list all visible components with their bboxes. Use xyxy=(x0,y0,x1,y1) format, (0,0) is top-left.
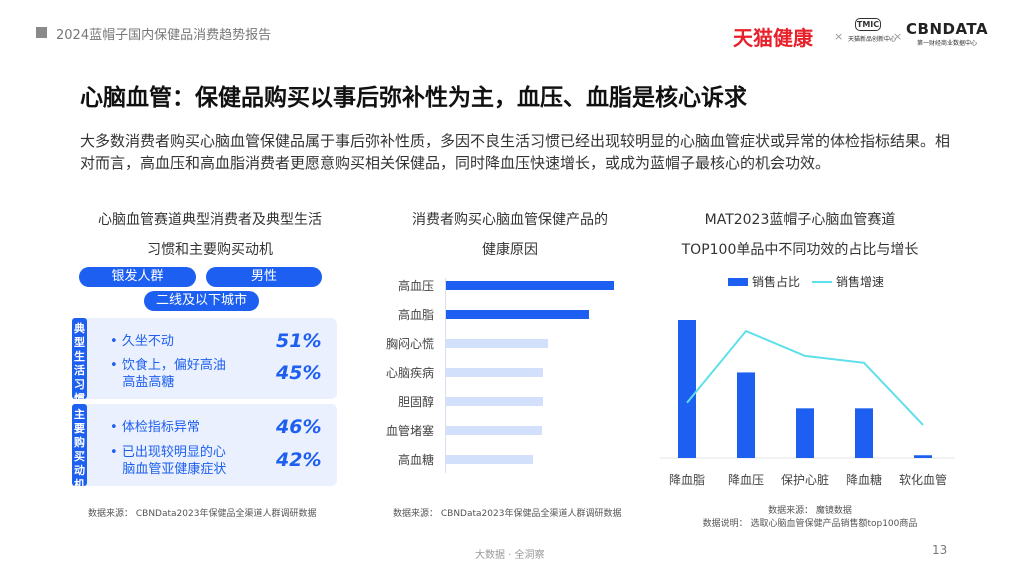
tag-elderly: 银发人群 xyxy=(79,267,196,287)
bar-label: 血管堵塞 xyxy=(385,424,434,438)
x-tick-label: 降血糖 xyxy=(846,472,882,487)
bar xyxy=(446,310,589,319)
legend-label: 销售增速 xyxy=(836,275,885,289)
habits-label: 典型生活习惯 xyxy=(72,318,87,405)
bar xyxy=(446,281,614,290)
habit-pct: 45% xyxy=(276,362,322,384)
x-tick-label: 保护心脏 xyxy=(781,472,829,487)
legend-line-swatch xyxy=(812,280,833,283)
legend-label: 销售占比 xyxy=(752,275,801,289)
bar xyxy=(855,408,873,458)
tag-city: 二线及以下城市 xyxy=(144,291,259,311)
header-marker xyxy=(36,27,47,38)
separator: × xyxy=(834,30,844,43)
growth-line xyxy=(686,329,924,426)
bar xyxy=(446,455,534,464)
functions-chart-title: MAT2023蓝帽子心脑血管赛道 TOP100单品中不同功效的占比与增长 xyxy=(681,212,919,258)
reasons-chart: 高血压高血脂胸闷心慌心脑疾病胆固醇血管堵塞高血糖 xyxy=(370,270,650,473)
x-tick-label: 降血脂 xyxy=(669,472,705,487)
bar xyxy=(446,368,544,377)
bar xyxy=(446,397,544,406)
cbndata-logo: CBNDATA 第一财经商业数据中心 xyxy=(906,20,989,47)
left-source: 数据来源： CBNData2023年保健品全渠道人群调研数据 xyxy=(88,509,317,519)
bar xyxy=(914,455,932,458)
reasons-source: 数据来源： CBNData2023年保健品全渠道人群调研数据 xyxy=(393,509,622,519)
x-tick-label: 降血压 xyxy=(728,473,764,487)
bar xyxy=(737,372,755,458)
habits-panel xyxy=(72,318,337,399)
bar-label: 高血脂 xyxy=(397,308,434,322)
reasons-chart-title: 消费者购买心脑血管保健产品的 健康原因 xyxy=(412,212,608,258)
bar-label: 高血糖 xyxy=(397,453,434,467)
motive-item: • 体检指标异常 xyxy=(110,420,200,435)
x-tick-label: 软化血管 xyxy=(899,472,947,487)
report-title: 2024蓝帽子国内保健品消费趋势报告 xyxy=(56,28,272,43)
footer-text: 大数据 · 全洞察 xyxy=(475,550,545,561)
motives-panel xyxy=(72,404,337,486)
page-number: 13 xyxy=(932,543,948,557)
bar xyxy=(446,426,542,435)
bar-label: 胸闷心慌 xyxy=(385,337,434,351)
left-title: 心脑血管赛道典型消费者及典型生活 习惯和主要购买动机 xyxy=(98,212,322,258)
motive-pct: 46% xyxy=(276,416,322,438)
tag-male: 男性 xyxy=(206,267,322,287)
bar-label: 心脑疾病 xyxy=(385,366,434,380)
intro-text: 大多数消费者购买心脑血管保健品属于事后弥补性质，多因不良生活习惯已经出现较明显的… xyxy=(80,132,951,172)
legend-bar-swatch xyxy=(728,277,748,286)
motive-item: • 已出现较明显的心 脑血管亚健康症状 xyxy=(110,445,227,477)
tmall-health-logo: 天猫健康 xyxy=(733,26,813,50)
habit-item: • 饮食上，偏好高油 高盐高糖 xyxy=(110,358,226,390)
bar xyxy=(446,339,549,348)
bar-label: 胆固醇 xyxy=(397,395,434,409)
functions-chart: 降血脂 降血压 保护心脏 降血糖 软化血管 xyxy=(660,320,955,487)
bar-label: 高血压 xyxy=(397,279,434,293)
bar xyxy=(678,320,696,458)
tmic-logo: TMIC 天猫新品创新中心 xyxy=(848,18,897,43)
separator: × xyxy=(893,30,903,43)
motives-label: 主要购买动机 xyxy=(72,404,87,491)
habit-pct: 51% xyxy=(276,330,322,352)
page-title: 心脑血管：保健品购买以事后弥补性为主，血压、血脂是核心诉求 xyxy=(80,85,747,111)
motive-pct: 42% xyxy=(276,449,322,471)
chart-legend: 销售占比 销售增速 xyxy=(728,273,884,290)
axis-line xyxy=(445,278,446,473)
habit-item: • 久坐不动 xyxy=(110,334,174,349)
functions-source: 数据来源： 魔镜数据 数据说明： 选取心脑血管保健产品销售额top100商品 xyxy=(702,506,918,529)
bar xyxy=(796,408,814,458)
